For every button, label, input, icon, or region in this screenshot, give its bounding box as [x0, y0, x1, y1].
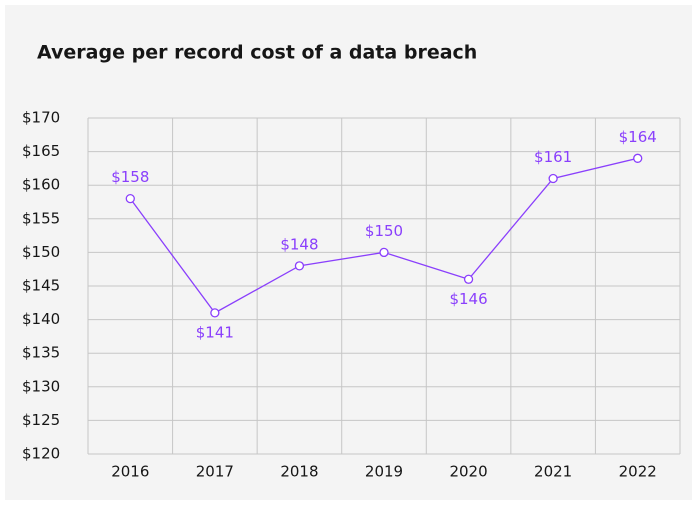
data-label: $158 — [111, 168, 149, 186]
marker — [633, 153, 643, 163]
marker — [379, 247, 389, 258]
y-tick-label: $135 — [22, 344, 60, 362]
marker — [548, 173, 558, 184]
data-label: $141 — [196, 323, 234, 341]
data-label: $150 — [365, 222, 403, 240]
y-tick-label: $165 — [22, 142, 60, 160]
y-tick-label: $160 — [22, 176, 60, 194]
data-label: $146 — [449, 290, 487, 308]
y-tick-label: $145 — [22, 277, 60, 295]
marker — [463, 274, 474, 284]
marker — [294, 261, 305, 271]
x-tick-label: 2020 — [449, 463, 487, 481]
chart-title: Average per record cost of a data breach — [37, 42, 477, 64]
x-tick-label: 2019 — [365, 463, 403, 481]
data-label: $164 — [619, 128, 657, 146]
y-tick-label: $130 — [22, 377, 60, 395]
y-tick-label: $125 — [22, 411, 60, 429]
x-tick-label: 2018 — [280, 463, 318, 481]
y-tick-label: $155 — [22, 209, 60, 227]
x-tick-label: 2022 — [619, 463, 657, 481]
y-tick-label: $150 — [22, 243, 60, 261]
y-tick-label: $140 — [22, 310, 60, 328]
marker — [210, 308, 220, 318]
x-tick-label: 2021 — [534, 463, 572, 481]
x-tick-label: 2017 — [196, 463, 234, 481]
y-tick-label: $170 — [22, 109, 60, 127]
x-tick-label: 2016 — [111, 463, 149, 481]
y-tick-label: $120 — [22, 445, 60, 463]
data-label: $148 — [280, 235, 318, 253]
data-label: $161 — [534, 148, 572, 166]
marker — [125, 193, 135, 204]
